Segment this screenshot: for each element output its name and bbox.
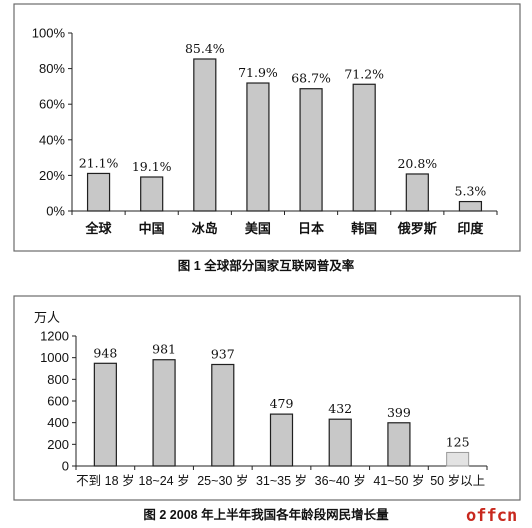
- data-label: 479: [270, 396, 294, 411]
- data-label: 71.2%: [344, 66, 384, 81]
- y-tick-label: 100%: [32, 26, 66, 41]
- bar-1: [93, 362, 117, 467]
- chart1-frame: [13, 3, 521, 252]
- bar-2: [152, 359, 176, 467]
- category-label: 不到 18 岁: [76, 473, 134, 488]
- y-tick-label: 600: [47, 394, 69, 409]
- bar-8: [458, 200, 483, 212]
- category-label: 31~35 岁: [256, 473, 307, 488]
- data-label: 71.9%: [238, 65, 278, 80]
- watermark-logo: offcn: [466, 506, 517, 526]
- category-label: 冰岛: [192, 221, 218, 236]
- bar-7: [446, 451, 470, 467]
- category-label: 美国: [245, 221, 271, 236]
- y-tick-label: 60%: [39, 97, 65, 112]
- category-label: 18~24 岁: [139, 473, 190, 488]
- data-label: 21.1%: [79, 155, 119, 170]
- bar-5: [299, 88, 323, 212]
- bar-2: [140, 176, 164, 212]
- y-tick-label: 200: [47, 437, 69, 452]
- data-label: 937: [211, 346, 235, 361]
- category-label: 中国: [139, 221, 165, 236]
- bar-6: [387, 422, 411, 467]
- data-label: 20.8%: [397, 156, 437, 171]
- category-label: 全球: [85, 221, 113, 236]
- category-label: 韩国: [351, 221, 377, 236]
- data-label: 432: [328, 401, 352, 416]
- chart2-unit: 万人: [34, 310, 60, 325]
- bar-6: [352, 83, 376, 212]
- category-label: 41~50 岁: [373, 473, 424, 488]
- data-label: 399: [387, 405, 411, 420]
- bar-4: [246, 82, 270, 212]
- category-label: 俄罗斯: [397, 221, 437, 236]
- chart2-frame: [13, 295, 521, 501]
- y-tick-label: 800: [47, 372, 69, 387]
- bar-4: [269, 413, 294, 467]
- y-tick-label: 1000: [40, 350, 69, 365]
- bar-3: [211, 363, 235, 467]
- data-label: 68.7%: [291, 71, 331, 86]
- data-label: 981: [152, 342, 176, 357]
- bar-1: [86, 172, 111, 212]
- bar-5: [328, 418, 352, 467]
- data-label: 5.3%: [455, 184, 487, 199]
- y-tick-label: 0%: [46, 204, 65, 219]
- data-label: 85.4%: [185, 41, 225, 56]
- category-label: 50 岁以上: [430, 473, 485, 488]
- data-label: 19.1%: [132, 159, 172, 174]
- category-label: 印度: [457, 221, 484, 236]
- y-tick-label: 40%: [39, 132, 65, 147]
- category-label: 日本: [298, 221, 324, 236]
- chart-internet-penetration: 0% 20% 40% 60% 80% 100% 全球 中国 冰岛 美国 日本 韩国 俄罗斯 印度 21.…: [13, 3, 521, 273]
- y-tick-label: 80%: [39, 61, 65, 76]
- chart1-title: 图 1 全球部分国家互联网普及率: [178, 258, 355, 273]
- y-tick-label: 0: [62, 459, 69, 474]
- y-tick-label: 1200: [40, 329, 69, 344]
- data-label: 948: [93, 345, 117, 360]
- y-tick-label: 20%: [39, 168, 65, 183]
- chart-netizen-growth-by-age: 万人 0 200 400 600 800 1000 1200 不到 18 岁 18~24 岁 2…: [13, 295, 521, 522]
- bar-7: [405, 173, 429, 212]
- data-label: 125: [446, 434, 470, 449]
- chart2-title: 图 2 2008 年上半年我国各年龄段网民增长量: [143, 507, 389, 522]
- category-label: 36~40 岁: [315, 473, 366, 488]
- bar-3: [193, 58, 217, 212]
- category-label: 25~30 岁: [197, 473, 248, 488]
- y-tick-label: 400: [47, 415, 69, 430]
